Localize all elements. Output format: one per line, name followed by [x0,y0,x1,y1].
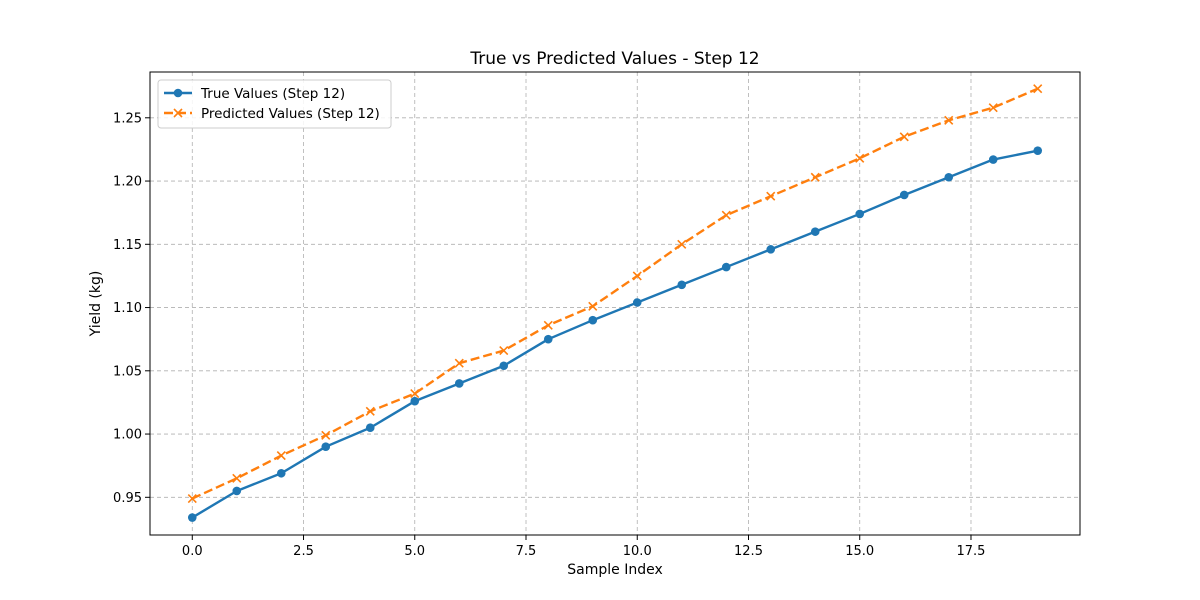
data-point-1 [766,245,776,254]
data-point-1 [321,442,331,452]
x-tick-label: 10.0 [623,544,652,559]
y-tick-label: 1.10 [113,301,142,316]
x-marker-stroke [632,271,642,281]
data-point-2 [321,430,331,440]
x-marker-stroke [173,108,183,118]
legend-box [157,79,392,129]
series-layer [187,84,1043,522]
data-point-1 [810,227,820,236]
data-point-1 [543,334,553,344]
data-point-2 [677,239,687,249]
series-line-1 [191,149,1038,519]
data-point-2 [1033,84,1043,94]
data-point-2 [988,103,998,113]
x-marker-stroke [276,450,286,461]
data-point-1 [721,262,731,272]
x-marker-stroke [766,191,776,201]
y-tick-label: 1.25 [113,111,142,126]
series-line-2 [191,87,1039,500]
y-tick-label: 1.20 [113,175,142,190]
data-point-2 [766,191,776,201]
data-point-1 [365,423,375,433]
x-marker-stroke [588,301,598,311]
x-marker-stroke [677,239,687,249]
x-tick-label: 15.0 [845,544,874,559]
y-axis-label: Yield (kg) [88,271,104,338]
data-point-2 [543,320,553,330]
x-marker-stroke [944,115,954,125]
x-tick-label: 7.5 [516,544,537,559]
x-marker-stroke [810,172,820,182]
chart-title: True vs Predicted Values - Step 12 [469,49,759,69]
data-point-2 [810,172,820,182]
data-point-1 [232,486,242,496]
data-point-2 [187,494,197,504]
data-point-2 [232,473,242,483]
data-point-1 [454,379,464,388]
data-point-1 [276,468,286,478]
data-point-2 [632,271,642,281]
data-point-2 [365,406,375,416]
y-tick-label: 1.00 [113,428,142,443]
x-tick-label: 12.5 [734,544,763,559]
x-marker-stroke [988,103,998,113]
data-point-2 [588,301,598,311]
x-marker-stroke [855,153,865,163]
data-point-1 [988,155,998,164]
axes-ticks: 0.0 2.5 5.0 7.5 10.0 12.5 15.0 17.5 0.95 1.00 1.05… [113,111,985,559]
x-tick-label: 5.0 [404,544,425,559]
data-point-1 [632,298,642,307]
legend-marker-2 [173,108,183,118]
legend-label-2: Predicted Values (Step 12) [201,106,380,122]
data-point-1 [187,513,197,522]
data-point-1 [588,315,598,325]
x-marker-stroke [499,345,509,356]
x-marker-stroke [1033,84,1043,94]
x-marker-stroke [899,132,909,142]
data-point-1 [499,361,509,371]
data-point-1 [410,396,420,406]
data-point-1 [677,280,687,290]
data-point-2 [855,153,865,163]
x-marker-stroke [454,358,464,368]
x-tick-label: 2.5 [293,544,314,559]
x-marker-stroke [410,389,420,399]
data-point-2 [499,345,509,356]
plot-frame [149,71,1081,536]
data-point-1 [855,209,865,219]
y-tick-label: 0.95 [113,491,142,506]
data-point-2 [944,115,954,125]
x-tick-label: 0.0 [182,544,203,559]
data-point-1 [944,172,954,182]
legend-label-1: True Values (Step 12) [200,86,345,102]
x-marker-stroke [232,473,242,483]
x-axis-label: Sample Index [567,562,662,578]
data-point-1 [1033,146,1043,155]
data-point-2 [410,389,420,399]
data-point-2 [276,450,286,461]
x-tick-label: 17.5 [957,544,986,559]
data-point-2 [454,358,464,368]
legend: True Values (Step 12) Predicted Values (S… [157,79,392,129]
y-tick-label: 1.15 [113,238,142,253]
x-marker-stroke [543,320,553,330]
grid [150,72,1080,535]
data-point-2 [721,210,731,220]
x-marker-stroke [187,494,197,504]
y-tick-label: 1.05 [113,364,142,379]
x-marker-stroke [721,210,731,220]
x-marker-stroke [321,430,331,440]
data-point-2 [899,132,909,142]
legend-marker-1 [173,88,183,98]
data-point-1 [899,190,909,200]
x-marker-stroke [365,406,375,416]
